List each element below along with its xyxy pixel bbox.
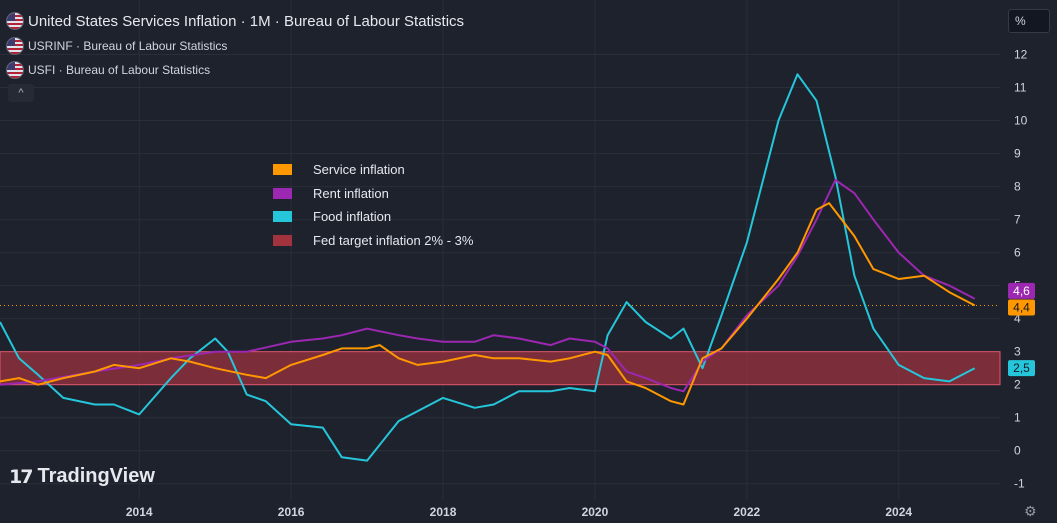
x-tick-label: 2014 bbox=[126, 505, 153, 519]
y-tick-label: 10 bbox=[1014, 114, 1028, 128]
legend-swatch bbox=[273, 211, 292, 223]
us-flag-icon bbox=[6, 37, 24, 55]
x-tick-label: 2018 bbox=[430, 505, 457, 519]
legend-item: Food inflation bbox=[273, 205, 473, 229]
value-tag-bg bbox=[1008, 282, 1035, 299]
unit-selector[interactable]: % bbox=[1008, 9, 1050, 33]
chevron-up-icon: ^ bbox=[18, 87, 24, 99]
legend-item: Service inflation bbox=[273, 158, 473, 182]
x-tick-label: 2022 bbox=[733, 505, 760, 519]
legend-item: Fed target inflation 2% - 3% bbox=[273, 229, 473, 253]
value-tag-label: 4,6 bbox=[1013, 284, 1030, 298]
legend-swatch bbox=[273, 187, 292, 199]
us-flag-icon bbox=[6, 61, 24, 79]
grid-lines bbox=[0, 0, 1000, 500]
legend-item: Rent inflation bbox=[273, 182, 473, 206]
chart-title: United States Services Inflation · 1M · … bbox=[28, 12, 465, 30]
y-tick-label: 12 bbox=[1014, 48, 1028, 62]
series-line-rent-inflation bbox=[0, 179, 976, 393]
value-tag-label: 2,5 bbox=[1013, 361, 1030, 375]
series-label-usfi: USFI · Bureau of Labour Statistics bbox=[28, 63, 211, 77]
y-tick-label: 9 bbox=[1014, 147, 1021, 161]
y-tick-label: 2 bbox=[1014, 378, 1021, 392]
x-tick-label: 2020 bbox=[582, 505, 609, 519]
y-axis-labels: -10123456789101112 bbox=[1014, 48, 1028, 491]
us-flag-icon bbox=[6, 12, 24, 30]
y-tick-label: 3 bbox=[1014, 345, 1021, 359]
series-line-service-inflation bbox=[0, 202, 976, 406]
series-row-2[interactable]: USFI · Bureau of Labour Statistics bbox=[6, 61, 210, 79]
y-tick-label: 11 bbox=[1014, 81, 1027, 95]
y-tick-label: 8 bbox=[1014, 180, 1021, 194]
x-tick-label: 2024 bbox=[885, 505, 912, 519]
value-tag-label: 4,4 bbox=[1013, 300, 1030, 314]
legend-label: Rent inflation bbox=[313, 185, 389, 201]
fed-target-band bbox=[0, 351, 1001, 386]
title-row: United States Services Inflation · 1M · … bbox=[6, 12, 464, 30]
collapse-legend-button[interactable]: ^ bbox=[8, 84, 34, 102]
value-tag-bg bbox=[1008, 299, 1035, 316]
legend-label: Food inflation bbox=[313, 209, 392, 225]
tradingview-wordmark: TradingView bbox=[37, 465, 155, 487]
y-tick-label: 6 bbox=[1014, 246, 1021, 260]
tradingview-mark-icon: 17 bbox=[9, 465, 33, 488]
tradingview-logo[interactable]: 17 TradingView bbox=[9, 465, 155, 488]
value-tag-bg bbox=[1008, 360, 1035, 377]
series-layer bbox=[0, 73, 976, 462]
y-tick-label: 1 bbox=[1014, 411, 1021, 425]
legend: Service inflation Rent inflation Food in… bbox=[273, 158, 473, 252]
series-row-1[interactable]: USRINF · Bureau of Labour Statistics bbox=[6, 37, 227, 55]
series-line-food-inflation bbox=[0, 73, 976, 462]
legend-label: Service inflation bbox=[313, 162, 405, 178]
x-tick-label: 2016 bbox=[278, 505, 305, 519]
settings-icon[interactable]: ⚙ bbox=[1024, 503, 1037, 519]
y-tick-label: 7 bbox=[1014, 213, 1021, 227]
x-axis-labels: 2014 2016 2018 2020 2022 2024 bbox=[126, 505, 913, 519]
last-value-tags: 4,4 4,6 2,5 bbox=[1008, 282, 1035, 377]
y-tick-label: 0 bbox=[1014, 444, 1021, 458]
legend-swatch bbox=[273, 164, 292, 176]
series-label-usrinf: USRINF · Bureau of Labour Statistics bbox=[28, 39, 228, 53]
legend-label: Fed target inflation 2% - 3% bbox=[313, 232, 474, 248]
legend-swatch bbox=[273, 234, 292, 246]
y-tick-label: 4 bbox=[1014, 312, 1021, 326]
y-tick-label: -1 bbox=[1014, 477, 1025, 491]
